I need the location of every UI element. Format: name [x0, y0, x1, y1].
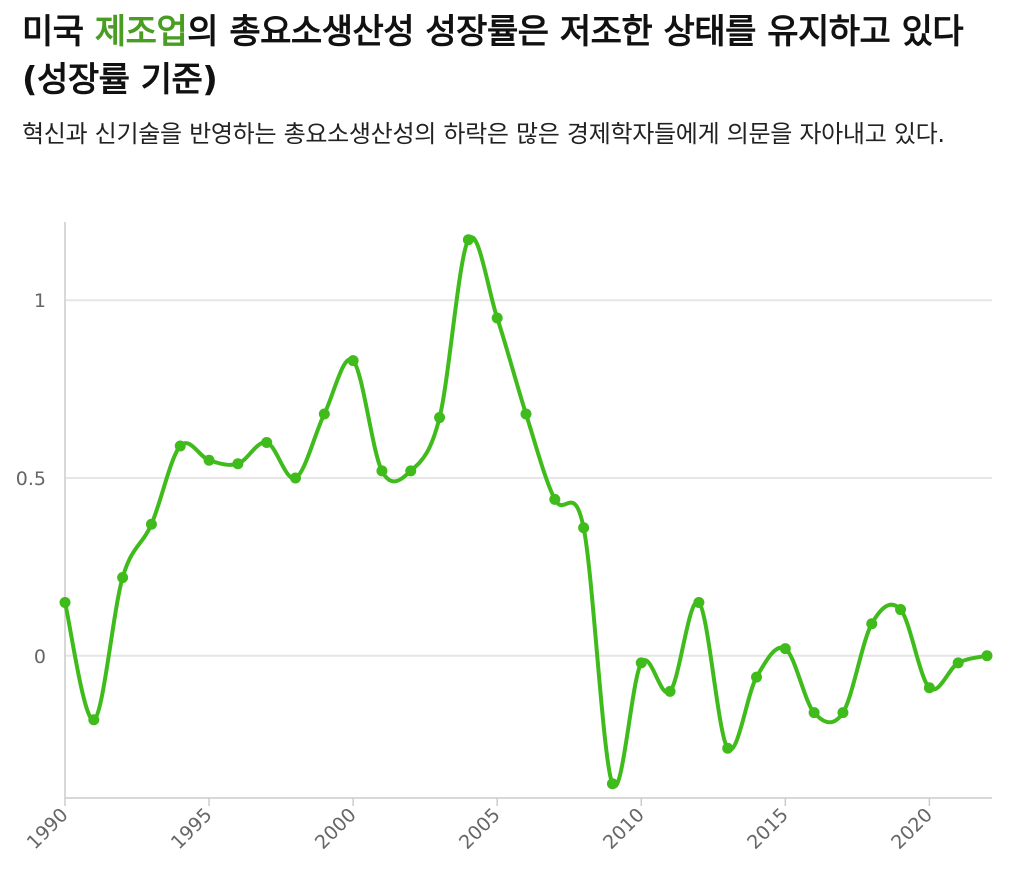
grid-lines	[65, 299, 992, 657]
data-point	[520, 408, 532, 420]
x-tick-label: 2015	[743, 804, 793, 854]
data-point	[405, 465, 417, 477]
data-point	[866, 618, 878, 630]
title-prefix: 미국	[22, 12, 95, 52]
y-axis-ticks: 00.51	[16, 290, 46, 668]
data-point	[952, 657, 964, 669]
x-axis-ticks: 1990 1995 2000 2005 2010 2015 2020	[23, 804, 937, 854]
data-point	[59, 596, 71, 608]
data-point	[751, 671, 762, 683]
data-point	[290, 472, 301, 484]
data-points	[59, 234, 993, 790]
x-tick-label: 1995	[167, 804, 217, 854]
title-highlight: 제조업	[94, 12, 188, 52]
axes	[64, 222, 992, 806]
data-point	[145, 518, 157, 530]
data-point	[549, 493, 561, 505]
data-point	[606, 778, 618, 790]
data-point	[434, 412, 446, 424]
series	[63, 235, 989, 789]
data-point	[174, 440, 186, 452]
data-point	[722, 742, 734, 754]
y-tick-label: 0	[34, 646, 46, 668]
data-point	[923, 682, 935, 694]
data-point	[261, 436, 273, 448]
data-point	[318, 408, 330, 420]
y-tick-label: 0.5	[16, 468, 46, 490]
data-point	[347, 355, 359, 367]
page-title: 미국 제조업의 총요소생산성 성장률은 저조한 상태를 유지하고 있다 (성장률…	[22, 8, 1007, 104]
y-tick-label: 1	[34, 290, 46, 312]
data-point	[232, 458, 244, 470]
data-point	[203, 454, 215, 466]
x-tick-label: 2000	[311, 804, 361, 854]
chart-subtitle: 혁신과 신기술을 반영하는 총요소생산성의 하락은 많은 경제학자들에게 의문을…	[22, 120, 945, 148]
x-tick-label: 2020	[887, 804, 937, 854]
data-point	[635, 657, 647, 669]
data-point	[578, 522, 590, 534]
data-point	[376, 465, 388, 477]
series-line	[63, 235, 989, 789]
data-point	[693, 596, 705, 608]
data-point	[462, 234, 474, 246]
data-point	[808, 707, 820, 719]
data-point	[981, 650, 993, 662]
data-point	[664, 685, 676, 697]
data-point	[895, 604, 907, 616]
data-point	[491, 312, 503, 324]
x-tick-label: 2010	[599, 804, 649, 854]
data-point	[779, 643, 791, 655]
x-tick-label: 1990	[23, 804, 73, 854]
data-point	[88, 714, 100, 726]
x-tick-label: 2005	[455, 804, 505, 854]
title-suffix: 의 총요소생산성 성장률은 저조한 상태를 유지하고 있다 (성장률 기준)	[22, 12, 964, 100]
data-point	[837, 707, 849, 719]
data-point	[117, 572, 129, 584]
